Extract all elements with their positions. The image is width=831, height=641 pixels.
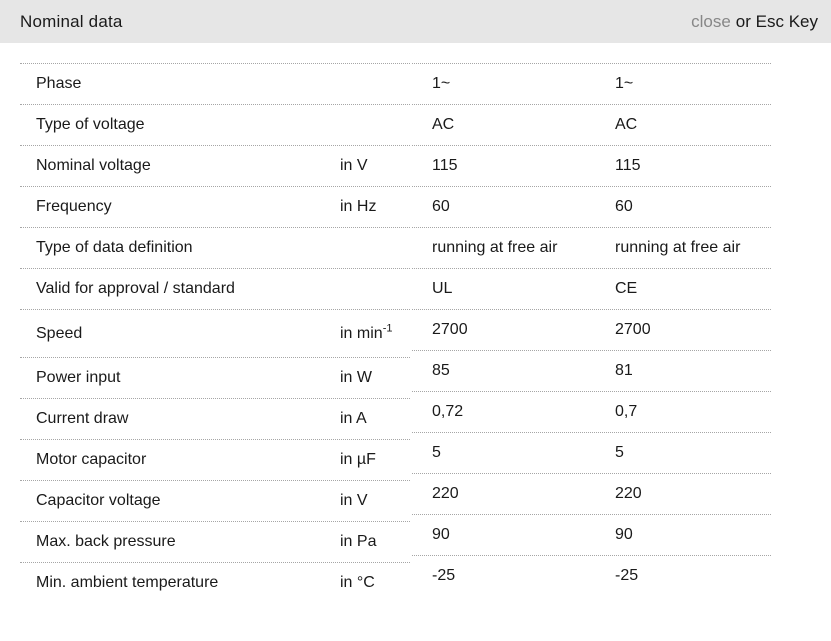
- values-column: 1~ 1~ AC AC 115 115 60 60 running at free air run…: [412, 63, 771, 596]
- parameter-unit: in min-1: [340, 322, 410, 343]
- parameter-unit: in Hz: [340, 198, 410, 216]
- table-row-values: 1~ 1~: [412, 63, 771, 104]
- unit-text: in W: [340, 369, 372, 386]
- unit-text: in Pa: [340, 533, 377, 550]
- value-product-2: 1~: [615, 75, 634, 92]
- parameter-label: Frequency: [36, 198, 112, 215]
- value-product-1: AC: [432, 116, 455, 133]
- parameter-label: Power input: [36, 369, 121, 386]
- parameter-label: Capacitor voltage: [36, 492, 161, 509]
- parameter-label: Max. back pressure: [36, 533, 176, 550]
- table-row-label: Nominal voltage in V: [20, 145, 410, 186]
- parameter-label: Current draw: [36, 410, 129, 427]
- table-row-label: Valid for approval / standard: [20, 268, 410, 309]
- parameter-label: Type of voltage: [36, 116, 145, 133]
- table-row-values: AC AC: [412, 104, 771, 145]
- value-product-1: 85: [432, 362, 450, 379]
- value-product-2: running at free air: [615, 239, 741, 256]
- value-product-2: 90: [615, 526, 633, 543]
- table-row-values: 220 220: [412, 473, 771, 514]
- table-row-label: Current draw in A: [20, 398, 410, 439]
- parameter-label: Valid for approval / standard: [36, 280, 235, 297]
- value-product-1: 5: [432, 444, 441, 461]
- parameter-label: Type of data definition: [36, 239, 193, 256]
- parameter-unit: in A: [340, 410, 410, 428]
- parameter-unit: in W: [340, 369, 410, 387]
- parameter-unit: in V: [340, 157, 410, 175]
- table-row-values: 85 81: [412, 350, 771, 391]
- value-product-2: 60: [615, 198, 633, 215]
- table-row-values: 115 115: [412, 145, 771, 186]
- close-area: close or Esc Key: [691, 12, 818, 32]
- unit-text: in Hz: [340, 198, 377, 215]
- table-row-label: Motor capacitor in µF: [20, 439, 410, 480]
- unit-text: in V: [340, 157, 368, 174]
- value-product-2: CE: [615, 280, 638, 297]
- value-product-2: 0,7: [615, 403, 638, 420]
- value-product-2: 220: [615, 485, 642, 502]
- table-row-label: Max. back pressure in Pa: [20, 521, 410, 562]
- esc-key-hint: or Esc Key: [735, 11, 818, 31]
- table-row-values: -25 -25: [412, 555, 771, 596]
- table-row-label: Type of data definition: [20, 227, 410, 268]
- table-row-label: Speed in min-1: [20, 309, 410, 357]
- table-row-values: UL CE: [412, 268, 771, 309]
- unit-text: in µF: [340, 451, 376, 468]
- parameter-unit: in V: [340, 492, 410, 510]
- table-row-label: Phase: [20, 63, 410, 104]
- table-row-values: 0,72 0,7: [412, 391, 771, 432]
- table-row-label: Capacitor voltage in V: [20, 480, 410, 521]
- parameter-label: Nominal voltage: [36, 157, 151, 174]
- dialog-title: Nominal data: [20, 11, 123, 31]
- value-product-1: 90: [432, 526, 450, 543]
- value-product-1: UL: [432, 280, 453, 297]
- unit-superscript: -1: [382, 322, 393, 335]
- value-product-2: 81: [615, 362, 633, 379]
- parameter-label: Speed: [36, 324, 83, 342]
- value-product-1: 60: [432, 198, 450, 215]
- table-row-label: Frequency in Hz: [20, 186, 410, 227]
- table-row-label: Power input in W: [20, 357, 410, 398]
- parameter-label: Phase: [36, 75, 82, 92]
- table-row-values: 2700 2700: [412, 309, 771, 350]
- table-row-label: Type of voltage: [20, 104, 410, 145]
- parameter-label: Motor capacitor: [36, 451, 147, 468]
- unit-text: in A: [340, 410, 367, 427]
- parameter-unit: in °C: [340, 574, 410, 592]
- value-product-2: 5: [615, 444, 624, 461]
- value-product-1: 1~: [432, 75, 451, 92]
- value-product-2: AC: [615, 116, 638, 133]
- value-product-2: -25: [615, 567, 639, 584]
- labels-column: Phase Type of voltage Nominal voltage in V F…: [20, 63, 410, 603]
- parameter-unit: in Pa: [340, 533, 410, 551]
- parameter-label: Min. ambient temperature: [36, 574, 219, 591]
- parameter-unit: in µF: [340, 451, 410, 469]
- value-product-1: 0,72: [432, 403, 464, 420]
- value-product-1: 115: [432, 157, 458, 174]
- value-product-2: 115: [615, 157, 641, 174]
- table-row-values: running at free air running at free air: [412, 227, 771, 268]
- unit-text: in min: [340, 324, 383, 342]
- table-row-label: Min. ambient temperature in °C: [20, 562, 410, 603]
- nominal-data-table: Phase Type of voltage Nominal voltage in V F…: [20, 63, 771, 603]
- dialog-header: Nominal data close or Esc Key: [0, 0, 831, 43]
- value-product-1: running at free air: [432, 239, 558, 256]
- table-row-values: 90 90: [412, 514, 771, 555]
- value-product-1: 220: [432, 485, 459, 502]
- close-button[interactable]: close: [691, 11, 731, 31]
- unit-text: in °C: [340, 574, 375, 591]
- unit-text: in V: [340, 492, 368, 509]
- table-row-values: 60 60: [412, 186, 771, 227]
- value-product-1: 2700: [432, 321, 468, 338]
- value-product-1: -25: [432, 567, 456, 584]
- value-product-2: 2700: [615, 321, 651, 338]
